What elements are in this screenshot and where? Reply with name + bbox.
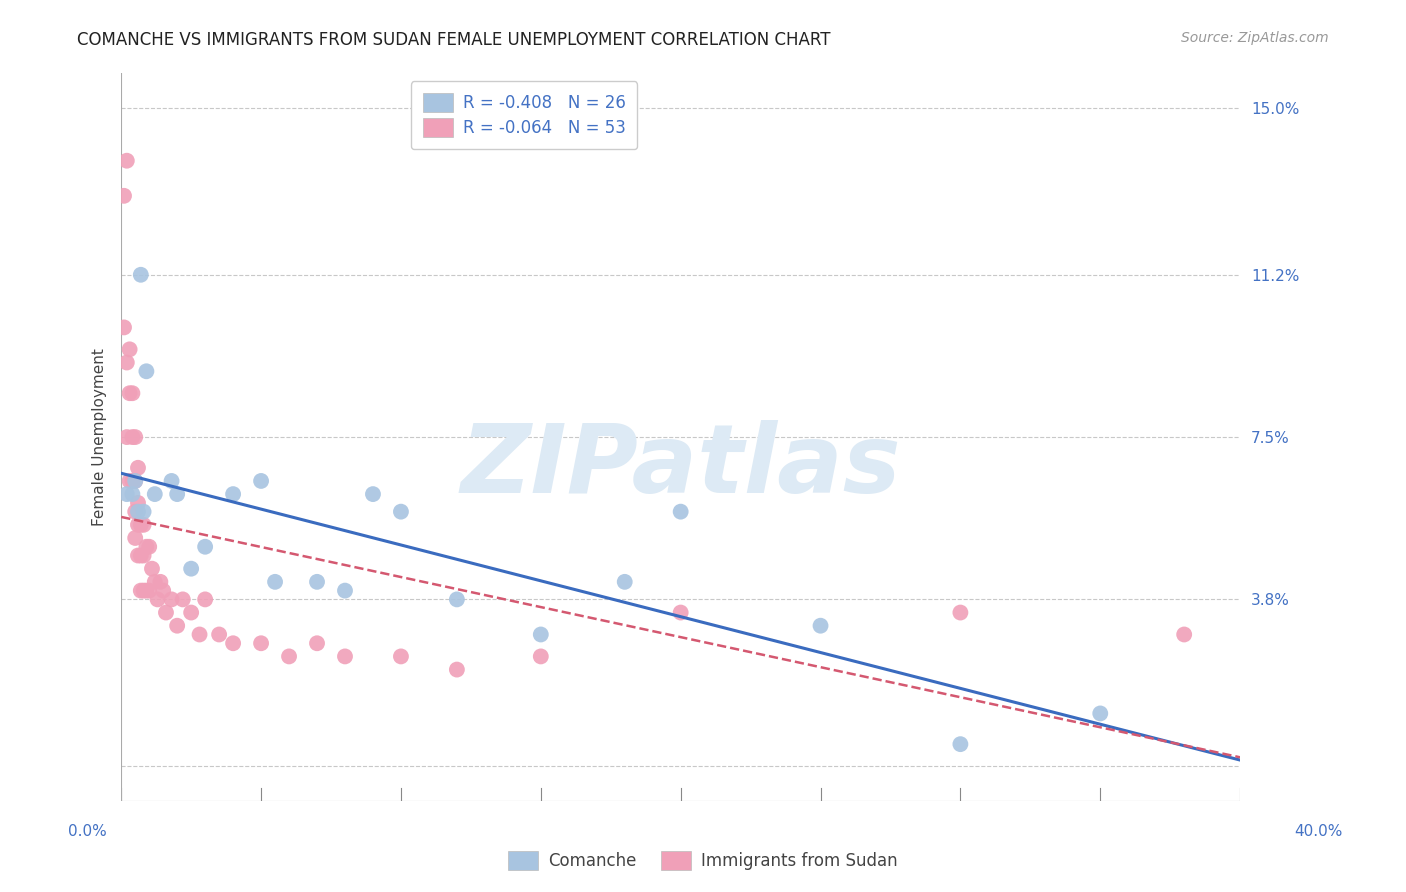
- Point: [118, 343, 141, 357]
- Point: [278, 649, 301, 664]
- Point: [132, 583, 155, 598]
- Point: [949, 606, 972, 620]
- Point: [530, 649, 553, 664]
- Point: [135, 540, 157, 554]
- Point: [135, 364, 157, 378]
- Point: [143, 574, 166, 589]
- Point: [166, 487, 188, 501]
- Point: [669, 505, 692, 519]
- Point: [124, 474, 146, 488]
- Point: [155, 606, 177, 620]
- Point: [250, 636, 273, 650]
- Point: [194, 592, 217, 607]
- Point: [389, 649, 412, 664]
- Point: [146, 592, 169, 607]
- Point: [132, 517, 155, 532]
- Point: [129, 549, 152, 563]
- Point: [361, 487, 384, 501]
- Point: [135, 583, 157, 598]
- Point: [127, 517, 149, 532]
- Point: [127, 505, 149, 519]
- Point: [222, 487, 245, 501]
- Point: [115, 430, 138, 444]
- Point: [613, 574, 636, 589]
- Point: [389, 505, 412, 519]
- Point: [208, 627, 231, 641]
- Point: [129, 583, 152, 598]
- Point: [138, 583, 160, 598]
- Point: [124, 474, 146, 488]
- Point: [149, 574, 172, 589]
- Point: [669, 606, 692, 620]
- Legend: R = -0.408   N = 26, R = -0.064   N = 53: R = -0.408 N = 26, R = -0.064 N = 53: [411, 81, 637, 149]
- Text: 0.0%: 0.0%: [67, 824, 107, 838]
- Point: [530, 627, 553, 641]
- Point: [333, 583, 356, 598]
- Point: [143, 487, 166, 501]
- Point: [250, 474, 273, 488]
- Point: [152, 583, 174, 598]
- Point: [127, 460, 149, 475]
- Point: [949, 737, 972, 751]
- Point: [129, 517, 152, 532]
- Point: [188, 627, 211, 641]
- Y-axis label: Female Unemployment: Female Unemployment: [93, 348, 107, 526]
- Point: [160, 592, 183, 607]
- Text: COMANCHE VS IMMIGRANTS FROM SUDAN FEMALE UNEMPLOYMENT CORRELATION CHART: COMANCHE VS IMMIGRANTS FROM SUDAN FEMALE…: [77, 31, 831, 49]
- Point: [121, 474, 143, 488]
- Point: [121, 487, 143, 501]
- Point: [222, 636, 245, 650]
- Text: Source: ZipAtlas.com: Source: ZipAtlas.com: [1181, 31, 1329, 45]
- Point: [160, 474, 183, 488]
- Text: ZIPatlas: ZIPatlas: [460, 420, 901, 513]
- Point: [112, 189, 135, 203]
- Point: [124, 505, 146, 519]
- Point: [810, 618, 832, 632]
- Point: [115, 487, 138, 501]
- Point: [121, 430, 143, 444]
- Point: [132, 549, 155, 563]
- Point: [172, 592, 194, 607]
- Point: [141, 562, 163, 576]
- Point: [180, 562, 202, 576]
- Point: [166, 618, 188, 632]
- Point: [124, 531, 146, 545]
- Point: [194, 540, 217, 554]
- Point: [124, 430, 146, 444]
- Point: [138, 540, 160, 554]
- Point: [127, 496, 149, 510]
- Point: [132, 505, 155, 519]
- Point: [112, 320, 135, 334]
- Point: [305, 636, 328, 650]
- Point: [180, 606, 202, 620]
- Point: [129, 268, 152, 282]
- Point: [121, 386, 143, 401]
- Point: [115, 153, 138, 168]
- Text: 40.0%: 40.0%: [1295, 824, 1343, 838]
- Point: [1173, 627, 1195, 641]
- Point: [446, 663, 468, 677]
- Legend: Comanche, Immigrants from Sudan: Comanche, Immigrants from Sudan: [502, 844, 904, 877]
- Point: [264, 574, 287, 589]
- Point: [305, 574, 328, 589]
- Point: [127, 549, 149, 563]
- Point: [446, 592, 468, 607]
- Point: [118, 386, 141, 401]
- Point: [115, 355, 138, 369]
- Point: [1090, 706, 1112, 721]
- Point: [333, 649, 356, 664]
- Point: [118, 474, 141, 488]
